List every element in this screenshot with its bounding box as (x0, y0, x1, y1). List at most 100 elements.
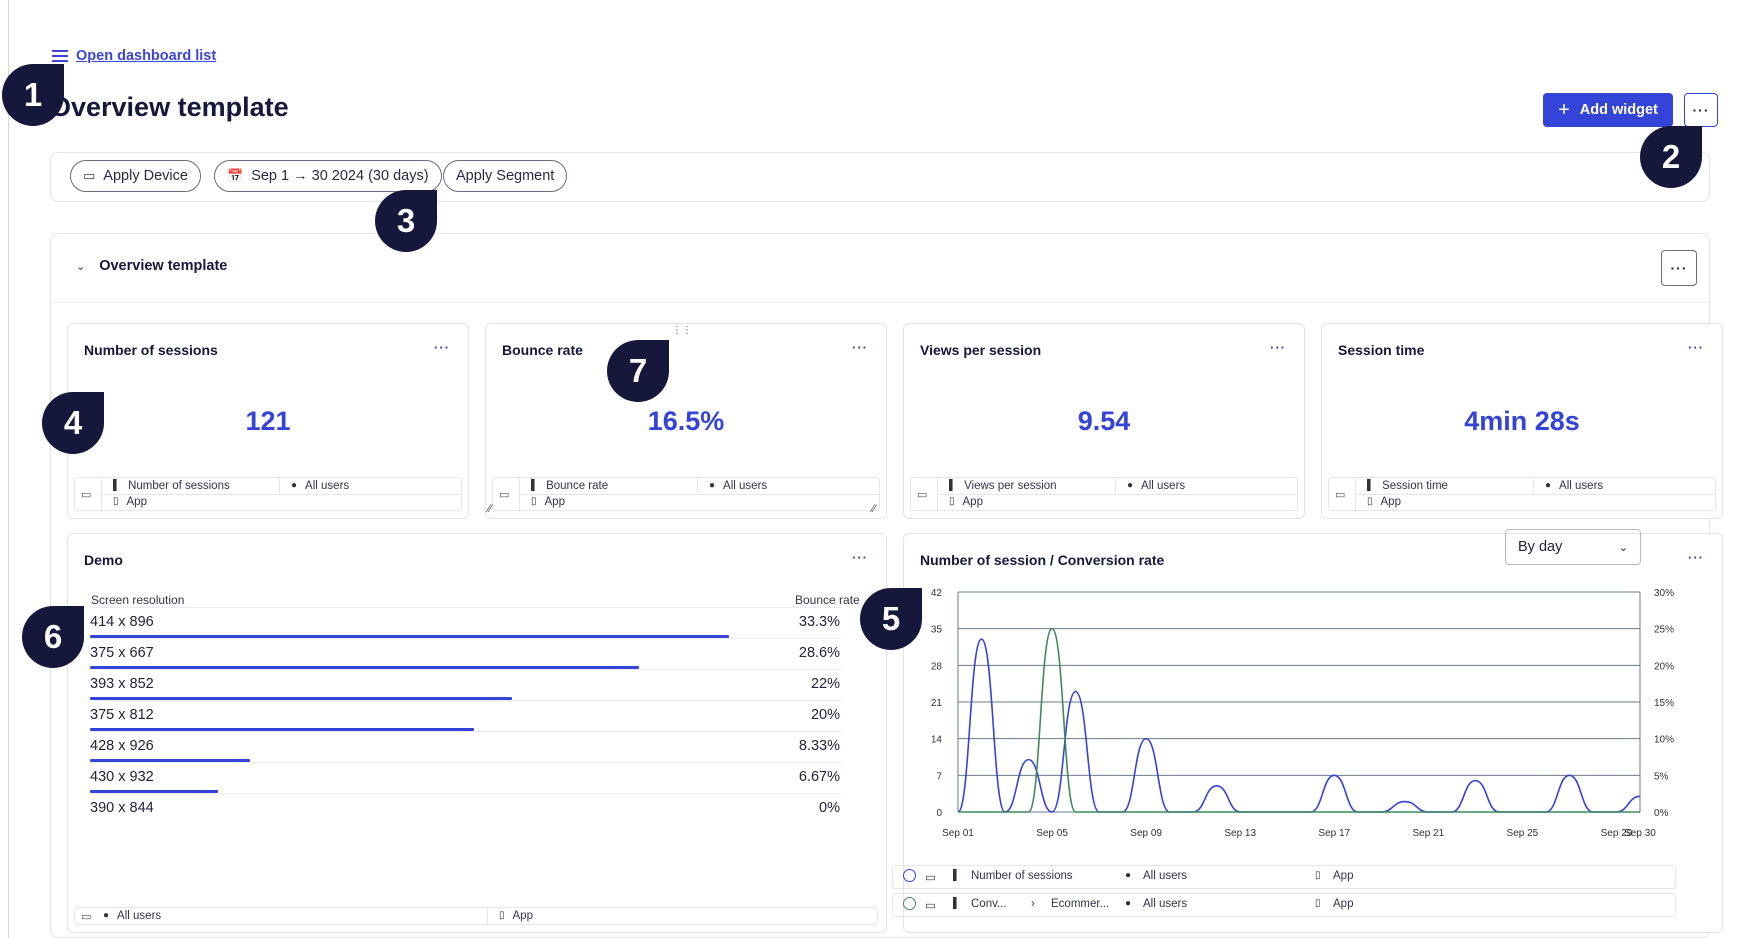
metric-icon: ▌ (953, 870, 961, 881)
combo-chart-title: Number of session / Conversion rate (920, 552, 1165, 568)
series-line-conversion (957, 627, 1640, 813)
x-tick-label: Sep 29 (1601, 828, 1633, 839)
user-icon: ● (291, 480, 298, 491)
kpi-more-icon[interactable]: ··· (1688, 340, 1704, 355)
series-toggle-icon[interactable] (903, 869, 916, 882)
resize-handle-icon[interactable]: ∕∕ (872, 503, 876, 515)
kpi-meta-platform: App (126, 496, 147, 508)
demo-card[interactable] (67, 533, 887, 933)
list-icon (52, 50, 68, 62)
kpi-card-sessions[interactable] (67, 323, 469, 519)
kpi-meta: ▭ ▌ Number of sessions ● All users ▯ App (74, 477, 462, 512)
row-resolution: 428 x 926 (90, 738, 154, 754)
user-icon: ● (103, 910, 110, 921)
page-title: Overview template (50, 92, 289, 122)
device-icon: ▭ (81, 911, 92, 923)
kpi-value: 16.5% (647, 406, 725, 436)
kpi-title: Views per session (920, 342, 1042, 358)
metric-icon: ▌ (953, 898, 961, 909)
more-dots-icon: ··· (1692, 102, 1710, 118)
demo-meta-audience: All users (117, 910, 162, 922)
combo-more-icon[interactable]: ··· (1688, 550, 1704, 565)
kpi-more-icon[interactable]: ··· (434, 340, 450, 355)
kpi-meta-platform: App (1380, 496, 1401, 508)
legend-metric: Conv... (971, 898, 1007, 910)
y-right-tick-label: 10% (1654, 735, 1674, 746)
x-tick-label: Sep 01 (942, 828, 974, 839)
chevron-down-icon[interactable]: ⌄ (76, 260, 86, 273)
device-icon: ▭ (925, 900, 936, 912)
kpi-meta-platform: App (962, 496, 983, 508)
open-dashboard-list-link[interactable]: Open dashboard list (52, 48, 216, 64)
demo-title: Demo (84, 552, 123, 568)
granularity-select[interactable]: By day ⌄ (1505, 529, 1641, 565)
apply-device-label: Apply Device (103, 168, 188, 184)
legend-metric: Number of sessions (971, 870, 1073, 882)
kpi-card-session-time[interactable] (1321, 323, 1723, 519)
section-header[interactable]: ⌄ Overview template (76, 258, 227, 274)
apply-segment-label: Apply Segment (456, 168, 555, 184)
dashboard-more-button[interactable]: ··· (1684, 93, 1718, 127)
apply-device-chip[interactable]: ▭ Apply Device (70, 160, 201, 192)
phone-icon: ▯ (1367, 496, 1373, 507)
kpi-title: Session time (1338, 342, 1425, 358)
row-bar (90, 697, 512, 700)
row-resolution: 430 x 932 (90, 769, 154, 785)
phone-icon: ▯ (113, 496, 119, 507)
row-resolution: 390 x 844 (90, 800, 154, 816)
device-icon: ▭ (499, 489, 510, 501)
add-widget-button[interactable]: + Add widget (1543, 93, 1673, 127)
kpi-meta: ▭ ▌ Session time ● All users ▯ App (1328, 477, 1716, 512)
y-left-tick-label: 21 (931, 698, 943, 709)
kpi-more-icon[interactable]: ··· (1270, 340, 1286, 355)
plus-icon: + (1558, 99, 1570, 121)
date-range-chip[interactable]: 📅 Sep 1 → 30 2024 (30 days) (214, 160, 442, 192)
series-toggle-icon[interactable] (903, 897, 916, 910)
y-left-tick-label: 7 (936, 771, 942, 782)
demo-more-icon[interactable]: ··· (852, 550, 868, 565)
y-left-tick-label: 28 (931, 661, 943, 672)
x-tick-label: Sep 13 (1224, 828, 1256, 839)
kpi-meta-audience: All users (305, 480, 350, 492)
metric-icon: ▌ (1367, 480, 1375, 491)
kpi-meta-metric: Number of sessions (128, 480, 230, 492)
resize-handle-icon[interactable]: ∕∕ (488, 503, 492, 515)
open-dashboard-list-label: Open dashboard list (76, 48, 217, 64)
phone-icon: ▯ (949, 496, 955, 507)
section-more-button[interactable]: ··· (1661, 250, 1697, 286)
user-icon: ● (709, 480, 716, 491)
row-resolution: 393 x 852 (90, 676, 154, 692)
kpi-card-views-per-session[interactable] (903, 323, 1305, 519)
add-widget-label: Add widget (1579, 102, 1658, 118)
x-tick-label: Sep 17 (1318, 828, 1350, 839)
legend-audience: All users (1143, 898, 1188, 910)
x-tick-label: Sep 25 (1507, 828, 1539, 839)
more-dots-icon: ··· (1670, 260, 1688, 276)
x-tick-label: Sep 05 (1036, 828, 1068, 839)
phone-icon: ▯ (1315, 898, 1321, 909)
y-left-tick-label: 35 (931, 625, 943, 636)
device-icon: ▭ (917, 489, 928, 501)
device-icon: ▭ (925, 872, 936, 884)
granularity-value: By day (1518, 539, 1563, 555)
row-bounce-rate: 33.3% (798, 614, 840, 630)
kpi-meta: ▭ ▌ Bounce rate ● All users ▯ App (492, 477, 880, 512)
kpi-meta-metric: Views per session (964, 480, 1057, 492)
annotation-badge-3: 3 (375, 190, 437, 252)
combo-chart: 0 0% 7 5% 14 10% 21 15% 28 20% 35 25% 42 30% Sep 01 Sep… (931, 588, 1674, 839)
table-row: 428 x 926 8.33% (90, 731, 842, 762)
device-icon: ▭ (83, 168, 96, 183)
y-right-tick-label: 20% (1654, 661, 1674, 672)
kpi-more-icon[interactable]: ··· (852, 340, 868, 355)
section-divider (51, 302, 1709, 303)
drag-handle-icon[interactable]: ⋮⋮ (672, 325, 692, 336)
kpi-meta: ▭ ▌ Views per session ● All users ▯ App (910, 477, 1298, 512)
row-bar (90, 790, 218, 793)
apply-segment-chip[interactable]: Apply Segment (443, 160, 568, 192)
y-left-tick-label: 0 (936, 808, 942, 819)
chevron-down-icon: ⌄ (1618, 541, 1628, 554)
kpi-card-bounce-rate[interactable] (485, 323, 887, 519)
row-bounce-rate: 20% (810, 707, 840, 723)
row-resolution: 375 x 667 (90, 645, 154, 661)
section-title: Overview template (99, 258, 228, 274)
